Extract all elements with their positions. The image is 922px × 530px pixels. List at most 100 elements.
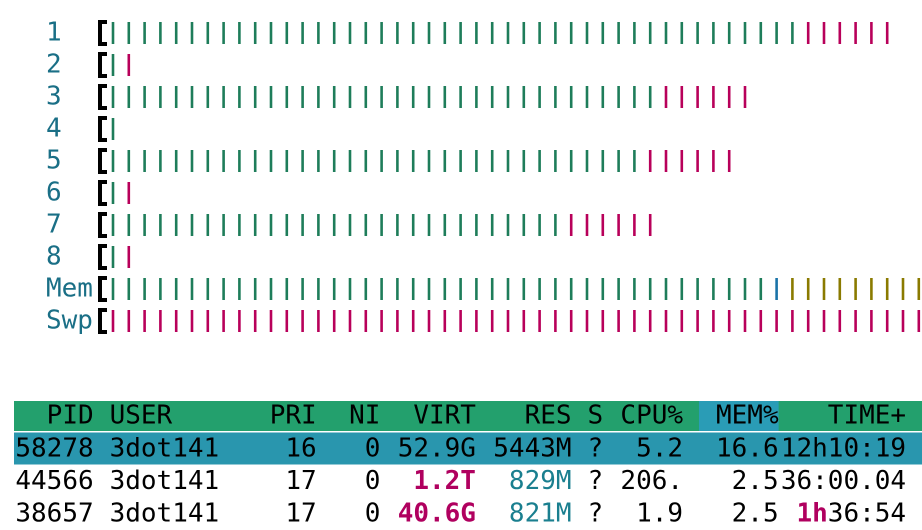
cell: 0	[365, 433, 381, 463]
cell-text: 0	[365, 433, 381, 463]
cell: 58278	[15, 433, 93, 463]
cell-text: 5443M	[493, 433, 571, 463]
meter-bracket	[98, 84, 107, 110]
cell-text: 5.2	[636, 433, 683, 463]
column-header: RES	[525, 401, 572, 431]
meter-segment	[648, 150, 731, 172]
cell: 821M	[509, 498, 572, 528]
cell: 17	[285, 466, 316, 496]
cell: 2.5	[732, 466, 779, 496]
cell: 3dot141	[110, 466, 220, 496]
cell-text: 12h10:19	[781, 433, 906, 463]
meter-label: 8	[46, 242, 62, 272]
cell: 16.6	[716, 433, 779, 463]
meter-segment	[111, 310, 921, 332]
cell-text: 829M	[509, 466, 572, 496]
cell: 36:00.04	[781, 466, 906, 496]
meter-segment	[111, 150, 636, 172]
cell-text: 36:54	[828, 498, 906, 528]
meter-bracket	[98, 276, 107, 302]
cell: 12h10:19	[781, 433, 906, 463]
cell-text: ?	[587, 498, 603, 528]
cell: 0	[365, 498, 381, 528]
cell-text: 40.6G	[398, 498, 476, 528]
sort-column-bg	[698, 401, 779, 431]
cell-text: 38657	[15, 498, 93, 528]
cell: 5443M	[493, 433, 571, 463]
cell: 0	[365, 466, 381, 496]
cell: 17	[285, 498, 316, 528]
cell-text: 1h	[796, 498, 827, 528]
cell: 44566	[15, 466, 93, 496]
column-header: VIRT	[413, 401, 476, 431]
meter-segment	[111, 278, 763, 300]
meter-bracket	[98, 52, 107, 78]
cell: ?	[587, 498, 603, 528]
meter-bracket	[98, 212, 107, 238]
process-row[interactable]: 44566 3dot141 17 0 1.2T 829M? 206. 2.5 36:00.04	[15, 466, 906, 496]
cell: 52.9G	[398, 433, 476, 463]
cell: 206.	[620, 466, 683, 496]
process-table: PID USER PRI NI VIRT RES S CPU% MEM% TIME+ 58278 3d…	[14, 401, 922, 528]
cell-text: 206.	[620, 466, 683, 496]
meter-bracket	[98, 244, 107, 270]
process-row[interactable]: 38657 3dot141 17 0 40.6G 821M? 1.9 2.5 1h36:54	[15, 498, 906, 528]
column-header: S	[587, 401, 603, 431]
cell-text: 2.5	[732, 466, 779, 496]
cell-text: ?	[587, 433, 603, 463]
column-header: MEM%	[716, 401, 779, 431]
cell-text: 3dot141	[110, 498, 220, 528]
cell: 1.9	[636, 498, 683, 528]
column-header: TIME+	[828, 401, 906, 431]
process-row[interactable]: 58278 3dot141 16 0 52.9G 5443M? 5.2 16.6 12h10:1…	[14, 432, 922, 465]
cell-text: 58278	[15, 433, 93, 463]
meter-label: 2	[46, 50, 62, 80]
cell: 3dot141	[110, 433, 220, 463]
cell-text: 2.5	[732, 498, 779, 528]
cell-text: 3dot141	[110, 466, 220, 496]
meter-segment	[111, 86, 652, 108]
cell-text: 0	[365, 498, 381, 528]
cell: 1h36:54	[796, 498, 906, 528]
cell: 40.6G	[398, 498, 476, 528]
column-header: PRI	[270, 401, 317, 431]
cell: 2.5	[732, 498, 779, 528]
meter-label: 4	[46, 114, 62, 144]
meter-label: 5	[46, 146, 62, 176]
meter-bracket	[98, 148, 107, 174]
cell-text: 44566	[15, 466, 93, 496]
cell: 38657	[15, 498, 93, 528]
meter-label: 1	[46, 18, 62, 48]
meter-bracket	[98, 20, 107, 46]
cell-text: 1.2T	[413, 466, 476, 496]
meter-bracket	[98, 116, 107, 142]
cell-text: 16.6	[716, 433, 779, 463]
cell: ?	[587, 466, 603, 496]
column-header: PID	[47, 401, 94, 431]
cell: 1.2T	[413, 466, 476, 496]
meter-label: 7	[46, 210, 62, 240]
cell: 5.2	[636, 433, 683, 463]
meter-bracket	[98, 180, 107, 206]
meter-segment	[664, 86, 747, 108]
meter-bracket	[98, 308, 107, 334]
cell: ?	[587, 433, 603, 463]
meter-label: Swp	[46, 306, 93, 336]
cell-text: 821M	[509, 498, 572, 528]
meter-segment	[111, 214, 557, 236]
meter-segment	[791, 278, 921, 300]
cell-text: 1.9	[636, 498, 683, 528]
column-header: NI	[349, 401, 380, 431]
cell-text: 0	[365, 466, 381, 496]
meter-segment	[111, 22, 794, 44]
cell: 829M	[509, 466, 572, 496]
cell: 16	[285, 433, 316, 463]
cell-text: 3dot141	[110, 433, 220, 463]
cell-text: ?	[587, 466, 603, 496]
selected-row-bg	[14, 432, 922, 465]
cell-text: 16	[285, 433, 316, 463]
column-header: CPU%	[620, 401, 683, 431]
cell: 3dot141	[110, 498, 220, 528]
